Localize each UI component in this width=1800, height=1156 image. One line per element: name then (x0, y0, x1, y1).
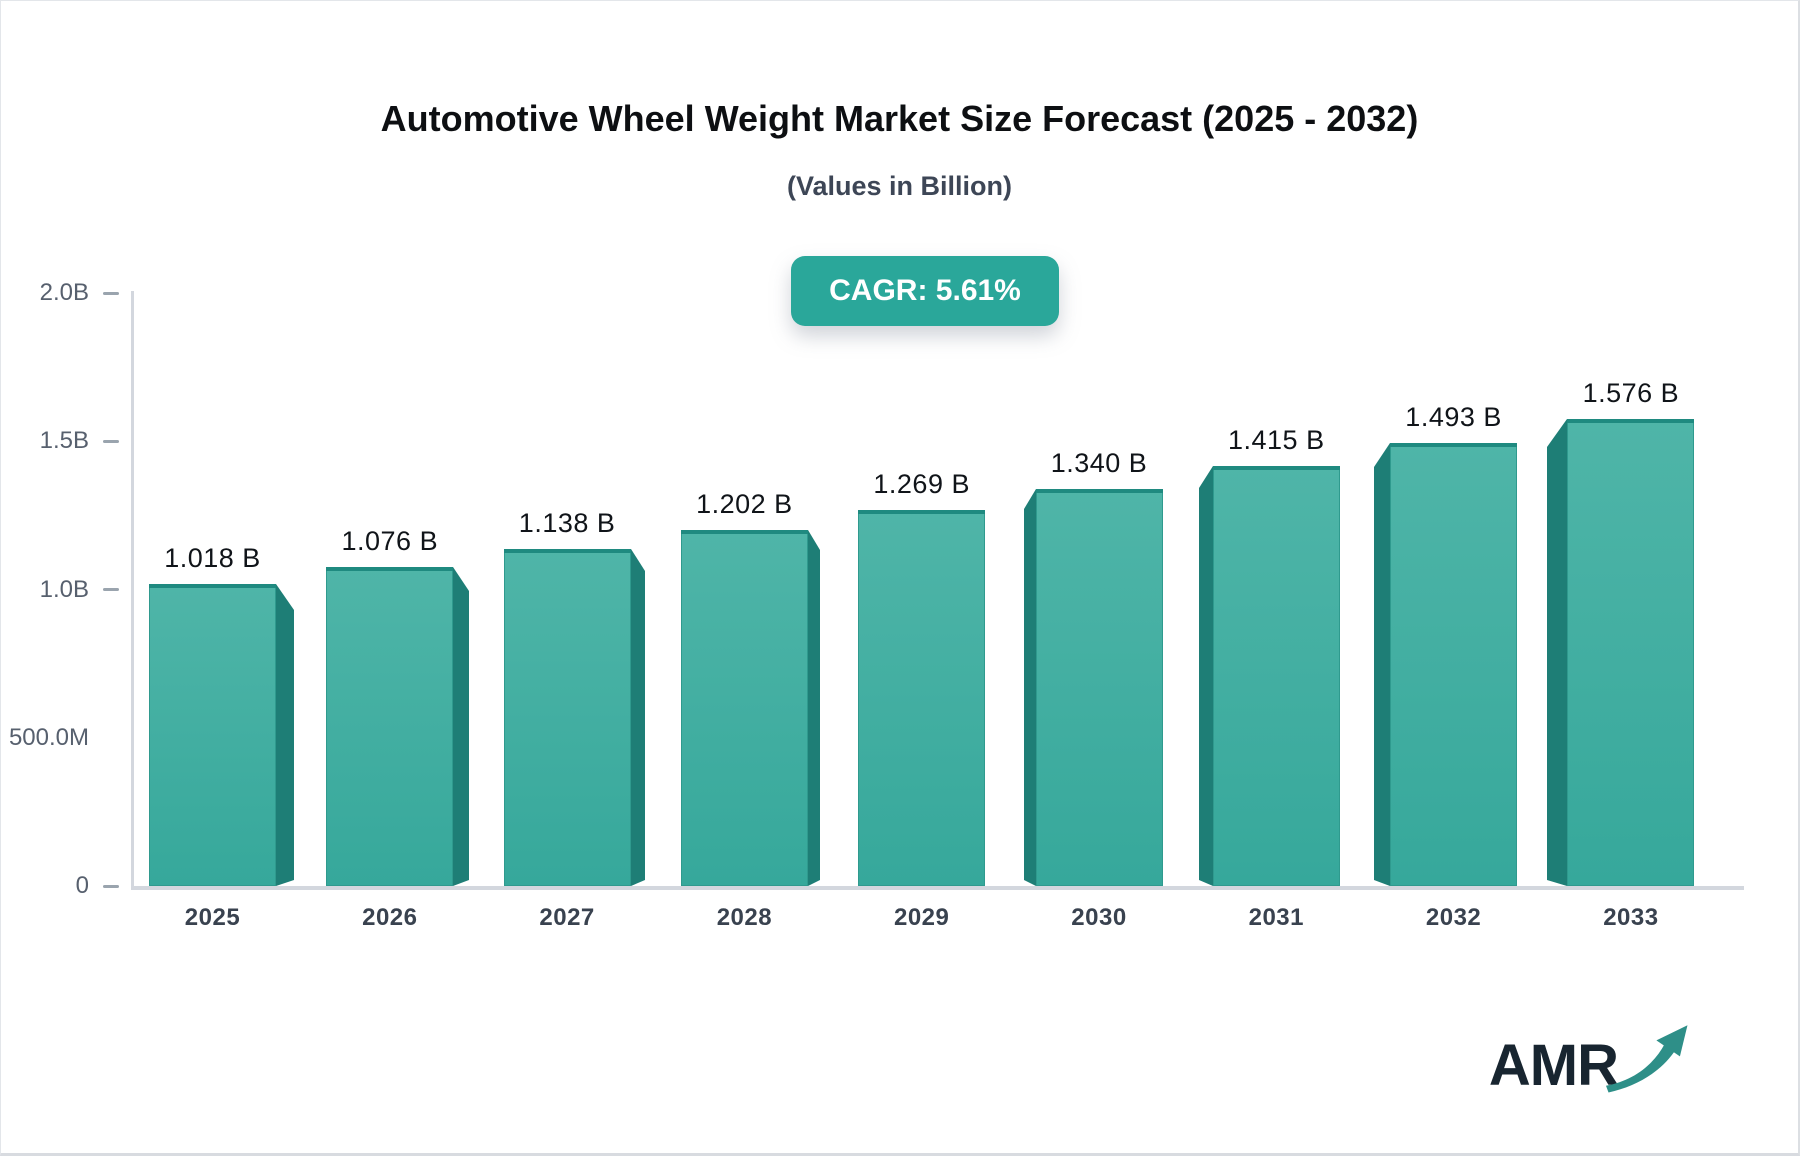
bar-side-face (630, 549, 645, 886)
y-axis-tick-mark (103, 588, 119, 591)
y-axis-tick-label: 2.0B (39, 279, 89, 306)
cagr-badge: CAGR: 5.61% (791, 256, 1059, 326)
bar-2025 (149, 584, 294, 886)
bar-side-face (1198, 466, 1213, 886)
bar-side-face (276, 584, 294, 886)
x-axis-category-label: 2029 (893, 904, 950, 931)
y-axis-tick-label: 1.5B (39, 427, 89, 455)
bar-value-label: 1.076 B (341, 526, 439, 556)
bar-front-face (1390, 443, 1518, 886)
bar-top-edge (503, 549, 631, 553)
y-axis-tick-label: 500.0M (8, 723, 89, 751)
bar-value-label: 1.138 B (518, 508, 616, 538)
bar-front-face (326, 567, 454, 886)
bar-side-face (453, 567, 470, 886)
bar-top-edge (1035, 489, 1163, 493)
x-axis-category-label: 2026 (362, 904, 418, 931)
x-axis-category-label: 2031 (1248, 904, 1304, 931)
bar-value-label: 1.576 B (1582, 378, 1680, 408)
bar-2026 (326, 567, 470, 886)
trending-up-arrow-icon (1606, 1025, 1688, 1093)
bar-2032 (1374, 443, 1518, 886)
y-axis-line (131, 291, 134, 890)
bar-value-label: 1.202 B (696, 489, 793, 519)
bar-value-label: 1.018 B (164, 543, 261, 573)
bar-2029 (858, 510, 986, 886)
bar-front-face (680, 530, 808, 886)
bar-2030 (1023, 489, 1163, 886)
x-axis-category-label: 2027 (539, 904, 595, 931)
bar-top-edge (1212, 466, 1340, 470)
bar-value-label: 1.269 B (873, 469, 970, 499)
amr-logo-text: AMR (1488, 1032, 1619, 1098)
x-axis-category-label: 2025 (184, 904, 241, 931)
bar-value-label: 1.493 B (1405, 402, 1502, 432)
bar-side-face (1023, 489, 1036, 886)
bar-front-face (1212, 466, 1340, 886)
bar-top-edge (326, 567, 454, 571)
x-axis-category-label: 2033 (1603, 904, 1659, 931)
bar-side-face (1374, 443, 1391, 886)
y-axis-tick-mark (103, 291, 119, 295)
bar-top-edge (858, 510, 986, 514)
bar-top-edge (1567, 419, 1695, 423)
x-axis-category-label: 2032 (1425, 904, 1482, 931)
bar-top-edge (680, 530, 808, 534)
bar-value-label: 1.340 B (1050, 448, 1148, 478)
bar-front-face (149, 584, 276, 886)
bar-2028 (680, 530, 820, 886)
y-axis-tick-mark (103, 884, 119, 888)
y-axis-tick-label: 1.0B (39, 575, 89, 603)
bar-value-label: 1.415 B (1228, 425, 1325, 455)
bar-2031 (1198, 466, 1340, 886)
bar-front-face (1567, 419, 1695, 886)
bar-front-face (503, 549, 631, 886)
x-axis-category-label: 2028 (716, 904, 773, 931)
bar-2027 (503, 549, 645, 886)
bar-side-face (1547, 419, 1568, 886)
bar-side-face (807, 530, 820, 886)
x-axis-line (131, 886, 1744, 890)
y-axis-tick-mark (103, 439, 119, 443)
bar-front-face (1035, 489, 1163, 886)
y-axis-tick-label: 0 (75, 872, 89, 899)
x-axis-category-label: 2030 (1071, 904, 1127, 931)
chart-subtitle: (Values in Billion) (786, 171, 1013, 201)
amr-logo: AMR (1489, 1023, 1690, 1107)
bar-2033 (1547, 419, 1695, 886)
bar-front-face (858, 510, 986, 886)
bar-top-edge (149, 584, 276, 588)
bar-top-edge (1390, 443, 1518, 447)
chart-title: Automotive Wheel Weight Market Size Fore… (380, 98, 1419, 139)
